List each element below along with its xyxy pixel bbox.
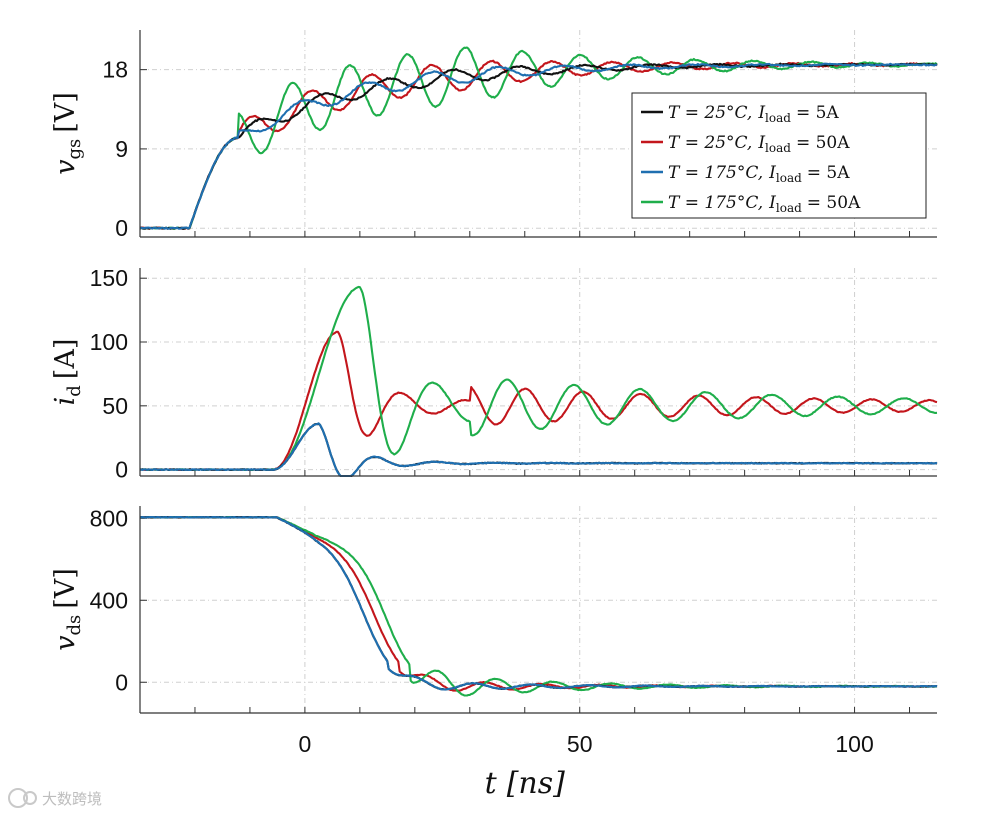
y-label-symbol: v bbox=[50, 160, 81, 175]
y-axis-label-vgs: vgs [V] bbox=[50, 92, 85, 175]
legend-label: T = 25°C, Iload = 5A bbox=[668, 103, 839, 125]
y-tick-label: 100 bbox=[90, 329, 128, 355]
watermark: 大数跨境 bbox=[8, 788, 102, 808]
series-line-vgs-2 bbox=[139, 62, 938, 230]
plot-area-vds bbox=[140, 506, 937, 713]
y-tick-label: 0 bbox=[115, 215, 128, 241]
y-tick-label: 50 bbox=[102, 393, 128, 419]
x-tick-label: 0 bbox=[298, 731, 311, 757]
watermark-text: 大数跨境 bbox=[42, 790, 102, 808]
x-label-symbol: t bbox=[485, 766, 498, 801]
legend-entry: T = 175°C, Iload = 50A bbox=[641, 193, 861, 215]
legend-entry: T = 25°C, Iload = 5A bbox=[641, 103, 839, 125]
legend-label: T = 175°C, Iload = 5A bbox=[668, 163, 850, 185]
y-label-symbol: i bbox=[50, 397, 81, 406]
y-label-unit: [V] bbox=[50, 92, 81, 133]
legend-box bbox=[631, 92, 927, 219]
panel-id: 0 50 100 150 id [A] bbox=[50, 265, 938, 483]
series-line-vgs-3 bbox=[139, 46, 938, 230]
watermark-logo-icon bbox=[8, 788, 28, 808]
y-tick-label: 0 bbox=[115, 457, 128, 483]
legend-label: T = 25°C, Iload = 50A bbox=[668, 133, 850, 155]
y-label-subscript: gs bbox=[64, 139, 85, 160]
legend-label: T = 175°C, Iload = 50A bbox=[668, 193, 861, 215]
series-line-vds-2 bbox=[139, 515, 938, 691]
y-label-symbol: v bbox=[50, 636, 81, 651]
y-tick-label: 18 bbox=[102, 57, 128, 83]
series-line-id-2 bbox=[139, 422, 938, 478]
y-label-unit: [V] bbox=[50, 568, 81, 609]
y-axis-label-id: id [A] bbox=[50, 339, 85, 406]
x-axis-label: t [ns] bbox=[485, 766, 565, 801]
y-label-unit: [A] bbox=[50, 339, 81, 380]
y-label-subscript: ds bbox=[64, 615, 85, 636]
legend-entry: T = 25°C, Iload = 50A bbox=[641, 133, 850, 155]
plot-area-id bbox=[140, 268, 937, 476]
legend-entry: T = 175°C, Iload = 5A bbox=[641, 163, 850, 185]
y-tick-label: 400 bbox=[90, 587, 128, 613]
y-axis-label-vds: vds [V] bbox=[50, 568, 85, 651]
x-tick-label: 50 bbox=[567, 731, 593, 757]
y-tick-label: 150 bbox=[90, 265, 128, 291]
y-tick-label: 9 bbox=[115, 136, 128, 162]
panel-vds: 0 400 800 vds [V] bbox=[50, 505, 938, 714]
x-tick-label: 100 bbox=[835, 731, 873, 757]
legend: T = 25°C, Iload = 5A T = 25°C, Iload = 50A T =… bbox=[631, 92, 927, 219]
y-tick-label: 800 bbox=[90, 505, 128, 531]
y-tick-label: 0 bbox=[115, 669, 128, 695]
y-label-subscript: d bbox=[64, 385, 85, 397]
x-label-unit: [ns] bbox=[507, 766, 565, 801]
